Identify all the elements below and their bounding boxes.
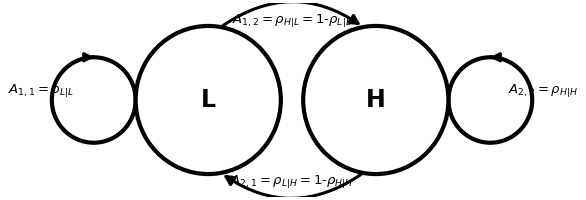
- Text: $A_{2,2}=\rho_{H|H}$: $A_{2,2}=\rho_{H|H}$: [507, 82, 578, 99]
- Ellipse shape: [52, 57, 135, 143]
- Ellipse shape: [448, 57, 532, 143]
- FancyArrowPatch shape: [223, 2, 358, 25]
- Ellipse shape: [135, 26, 281, 174]
- Text: $A_{1,1}=\rho_{L|L}$: $A_{1,1}=\rho_{L|L}$: [8, 82, 74, 99]
- Text: H: H: [366, 88, 386, 112]
- Ellipse shape: [303, 26, 448, 174]
- Text: $A_{1,2} = \rho_{H|L}= 1\text{-}\rho_{L|L}$: $A_{1,2} = \rho_{H|L}= 1\text{-}\rho_{L|…: [232, 12, 352, 29]
- Text: $A_{2,1}= \rho_{L|H} = 1\text{-}\rho_{H|H}$: $A_{2,1}= \rho_{L|H} = 1\text{-}\rho_{H|…: [230, 173, 354, 190]
- FancyArrowPatch shape: [226, 175, 361, 198]
- Text: L: L: [201, 88, 216, 112]
